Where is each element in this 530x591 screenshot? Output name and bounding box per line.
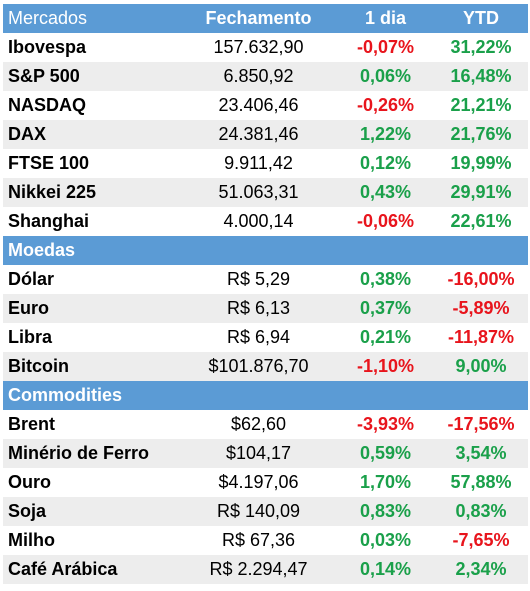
row-name: Nikkei 225 [8,182,97,202]
row-close: 157.632,90 [213,37,304,57]
row-day-change: 0,83% [359,501,412,521]
row-ytd-change: 31,22% [450,37,512,57]
row-ytd-change: -16,00% [447,269,515,289]
row-day-change: -3,93% [356,414,415,434]
table-row: NASDAQ 23.406,46 -0,26% 21,21% [3,91,528,120]
row-close: $104,17 [225,443,292,463]
row-ytd-change: 9,00% [455,356,507,376]
table-row: FTSE 100 9.911,42 0,12% 19,99% [3,149,528,178]
table-row: S&P 500 6.850,92 0,06% 16,48% [3,62,528,91]
row-ytd-change: 16,48% [450,66,512,86]
table-row: Soja R$ 140,09 0,83% 0,83% [3,497,528,526]
header-day: 1 dia [364,8,407,28]
commodities-section: Brent $62,60 -3,93% -17,56% Minério de Ferro… [3,410,528,584]
table-row: Euro R$ 6,13 0,37% -5,89% [3,294,528,323]
table-row: Nikkei 225 51.063,31 0,43% 29,91% [3,178,528,207]
row-day-change: 1,22% [359,124,412,144]
table-row: Ouro $4.197,06 1,70% 57,88% [3,468,528,497]
row-day-change: 0,43% [359,182,412,202]
row-name: S&P 500 [8,66,80,86]
row-day-change: 0,37% [359,298,412,318]
table-row: Minério de Ferro $104,17 0,59% 3,54% [3,439,528,468]
row-day-change: 0,38% [359,269,412,289]
row-ytd-change: 0,83% [455,501,507,521]
row-close: $62,60 [230,414,287,434]
table-row: Libra R$ 6,94 0,21% -11,87% [3,323,528,352]
row-ytd-change: -7,65% [452,530,510,550]
row-day-change: 1,70% [359,472,412,492]
row-name: FTSE 100 [8,153,90,173]
row-name: Dólar [8,269,55,289]
row-ytd-change: 3,54% [455,443,507,463]
row-close: 4.000,14 [223,211,294,231]
section-title-commodities: Commodities [8,385,123,405]
row-close: 23.406,46 [218,95,299,115]
row-close: 9.911,42 [224,153,293,173]
table-header: Mercados Fechamento 1 dia YTD [3,4,528,33]
row-close: 6.850,92 [223,66,294,86]
row-day-change: 0,06% [359,66,412,86]
row-ytd-change: -11,87% [447,327,515,347]
row-name: Café Arábica [8,559,118,579]
row-ytd-change: -5,89% [452,298,510,318]
row-ytd-change: 19,99% [450,153,512,173]
row-day-change: -0,07% [356,37,415,57]
row-close: R$ 2.294,47 [209,559,308,579]
row-close: $4.197,06 [218,472,299,492]
table-row: Shanghai 4.000,14 -0,06% 22,61% [3,207,528,236]
row-close: 51.063,31 [218,182,299,202]
row-name: Brent [8,414,56,434]
row-close: 24.381,46 [218,124,299,144]
row-ytd-change: 57,88% [450,472,512,492]
row-name: Libra [8,327,53,347]
row-close: R$ 6,94 [226,327,291,347]
row-day-change: -1,10% [356,356,415,376]
row-name: Ibovespa [8,37,87,57]
row-day-change: 0,14% [359,559,412,579]
header-markets: Mercados [8,8,88,28]
row-name: Ouro [8,472,51,492]
row-name: Milho [8,530,55,550]
row-name: Euro [8,298,50,318]
section-header-commodities: Commodities [3,381,528,410]
row-close: $101.876,70 [208,356,309,376]
row-ytd-change: 29,91% [450,182,512,202]
row-ytd-change: -17,56% [447,414,515,434]
row-name: DAX [8,124,47,144]
header-close: Fechamento [205,8,312,28]
row-close: R$ 6,13 [226,298,291,318]
row-name: Minério de Ferro [8,443,150,463]
table-row: DAX 24.381,46 1,22% 21,76% [3,120,528,149]
row-ytd-change: 21,76% [450,124,512,144]
row-ytd-change: 22,61% [450,211,512,231]
row-day-change: -0,26% [356,95,415,115]
row-name: Soja [8,501,47,521]
row-name: Shanghai [8,211,90,231]
section-header-currencies: Moedas [3,236,528,265]
currencies-section: Dólar R$ 5,29 0,38% -16,00% Euro R$ 6,13 0,37%… [3,265,528,381]
row-name: Bitcoin [8,356,69,376]
row-ytd-change: 21,21% [450,95,512,115]
table-row: Milho R$ 67,36 0,03% -7,65% [3,526,528,555]
row-close: R$ 140,09 [216,501,301,521]
row-day-change: -0,06% [356,211,415,231]
row-close: R$ 67,36 [221,530,296,550]
row-day-change: 0,12% [359,153,412,173]
row-name: NASDAQ [8,95,87,115]
table-row: Brent $62,60 -3,93% -17,56% [3,410,528,439]
indices-section: Ibovespa 157.632,90 -0,07% 31,22% S&P 500 6.8… [3,33,528,236]
table-row: Dólar R$ 5,29 0,38% -16,00% [3,265,528,294]
markets-table: Mercados Fechamento 1 dia YTD Ibovespa 15… [3,4,528,584]
row-close: R$ 5,29 [226,269,291,289]
table-row: Ibovespa 157.632,90 -0,07% 31,22% [3,33,528,62]
table-row: Café Arábica R$ 2.294,47 0,14% 2,34% [3,555,528,584]
row-day-change: 0,21% [359,327,412,347]
header-ytd: YTD [463,8,499,28]
row-day-change: 0,03% [359,530,412,550]
row-ytd-change: 2,34% [455,559,507,579]
table-row: Bitcoin $101.876,70 -1,10% 9,00% [3,352,528,381]
row-day-change: 0,59% [359,443,412,463]
section-title-currencies: Moedas [8,240,76,260]
